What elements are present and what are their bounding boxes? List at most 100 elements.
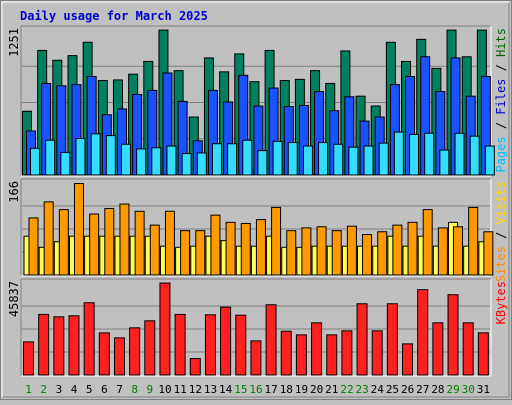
bar bbox=[136, 148, 147, 176]
bar bbox=[341, 330, 353, 376]
bar bbox=[250, 340, 262, 376]
bar bbox=[432, 322, 444, 376]
bar bbox=[424, 132, 435, 176]
bar bbox=[462, 322, 474, 376]
bar bbox=[257, 150, 268, 176]
day-label: 29 bbox=[446, 383, 459, 396]
y-max-label: 1251 bbox=[7, 28, 21, 57]
legend-entry: Files bbox=[494, 79, 508, 115]
bar bbox=[356, 303, 368, 376]
bar bbox=[316, 226, 327, 276]
bar bbox=[422, 209, 433, 276]
bar bbox=[151, 147, 162, 176]
day-label: 9 bbox=[147, 383, 154, 396]
bar bbox=[28, 217, 39, 276]
bar bbox=[272, 140, 283, 176]
bar bbox=[468, 206, 479, 276]
bar bbox=[83, 302, 95, 376]
bar bbox=[265, 304, 277, 376]
bar bbox=[371, 330, 383, 376]
bar bbox=[235, 314, 247, 376]
bar bbox=[295, 334, 307, 376]
day-label: 6 bbox=[101, 383, 108, 396]
day-label: 19 bbox=[295, 383, 308, 396]
bar bbox=[68, 315, 80, 376]
bar bbox=[439, 149, 450, 176]
legend-entry: Sites bbox=[494, 246, 508, 282]
bar bbox=[271, 206, 282, 276]
day-label: 26 bbox=[401, 383, 414, 396]
bar bbox=[144, 320, 156, 376]
bar bbox=[60, 151, 71, 176]
bar bbox=[483, 231, 494, 276]
bar bbox=[318, 142, 329, 176]
bar bbox=[402, 343, 414, 376]
day-label: 28 bbox=[431, 383, 444, 396]
bar bbox=[195, 230, 206, 276]
bar bbox=[210, 214, 221, 276]
bar bbox=[326, 334, 338, 376]
bar bbox=[363, 145, 374, 176]
bar bbox=[164, 210, 175, 276]
bar bbox=[301, 227, 312, 276]
legend-entry: / bbox=[494, 224, 508, 246]
day-label: 22 bbox=[340, 383, 353, 396]
bar bbox=[242, 139, 253, 176]
bar bbox=[134, 210, 145, 276]
day-label: 8 bbox=[131, 383, 138, 396]
bar bbox=[362, 234, 373, 276]
bar bbox=[113, 337, 125, 376]
bar bbox=[454, 132, 465, 176]
day-label: 7 bbox=[116, 383, 123, 396]
bar bbox=[204, 314, 216, 376]
bar bbox=[220, 306, 232, 376]
legend-entry: Visits bbox=[494, 181, 508, 224]
bar bbox=[227, 143, 238, 176]
legend-entry: KBytes bbox=[494, 281, 508, 324]
legend-entry: / bbox=[494, 115, 508, 137]
day-label: 24 bbox=[371, 383, 385, 396]
panels-group: 1251 Pages / Files / Hits 166 Sites / Visit… bbox=[7, 25, 508, 377]
kbytes-panel: 45837 KBytes bbox=[7, 278, 508, 377]
bar bbox=[98, 332, 110, 376]
bar bbox=[348, 146, 359, 176]
bar bbox=[196, 152, 207, 176]
day-label: 4 bbox=[71, 383, 78, 396]
day-label: 11 bbox=[174, 383, 187, 396]
bar bbox=[280, 330, 292, 376]
bar bbox=[386, 303, 398, 376]
day-label: 30 bbox=[462, 383, 475, 396]
day-label: 16 bbox=[249, 383, 262, 396]
bar bbox=[346, 225, 357, 276]
day-label: 20 bbox=[310, 383, 323, 396]
day-label: 31 bbox=[477, 383, 490, 396]
day-label: 17 bbox=[265, 383, 278, 396]
bar bbox=[58, 209, 69, 276]
bar bbox=[189, 358, 201, 376]
bar bbox=[469, 135, 480, 176]
day-label: 23 bbox=[356, 383, 369, 396]
hits-panel: 1251 Pages / Files / Hits bbox=[7, 25, 508, 177]
visits-panel: 166 Sites / Visits bbox=[7, 178, 508, 282]
bar bbox=[377, 231, 388, 276]
y-max-label: 166 bbox=[7, 181, 21, 203]
bar bbox=[43, 201, 54, 276]
bar bbox=[159, 282, 171, 376]
legend-entry: / bbox=[494, 57, 508, 79]
bar bbox=[105, 135, 116, 176]
bar bbox=[38, 313, 50, 376]
bar bbox=[392, 224, 403, 276]
series-sites bbox=[28, 183, 494, 276]
day-label: 1 bbox=[25, 383, 32, 396]
bar bbox=[409, 133, 420, 176]
bar bbox=[90, 133, 101, 176]
day-label: 27 bbox=[416, 383, 429, 396]
bar bbox=[73, 183, 84, 276]
bar bbox=[333, 143, 344, 176]
bar bbox=[447, 294, 459, 376]
bar bbox=[378, 142, 389, 176]
day-label: 13 bbox=[204, 383, 217, 396]
day-label: 12 bbox=[189, 383, 202, 396]
bar bbox=[437, 227, 448, 276]
legend-entry: Pages bbox=[494, 136, 508, 172]
